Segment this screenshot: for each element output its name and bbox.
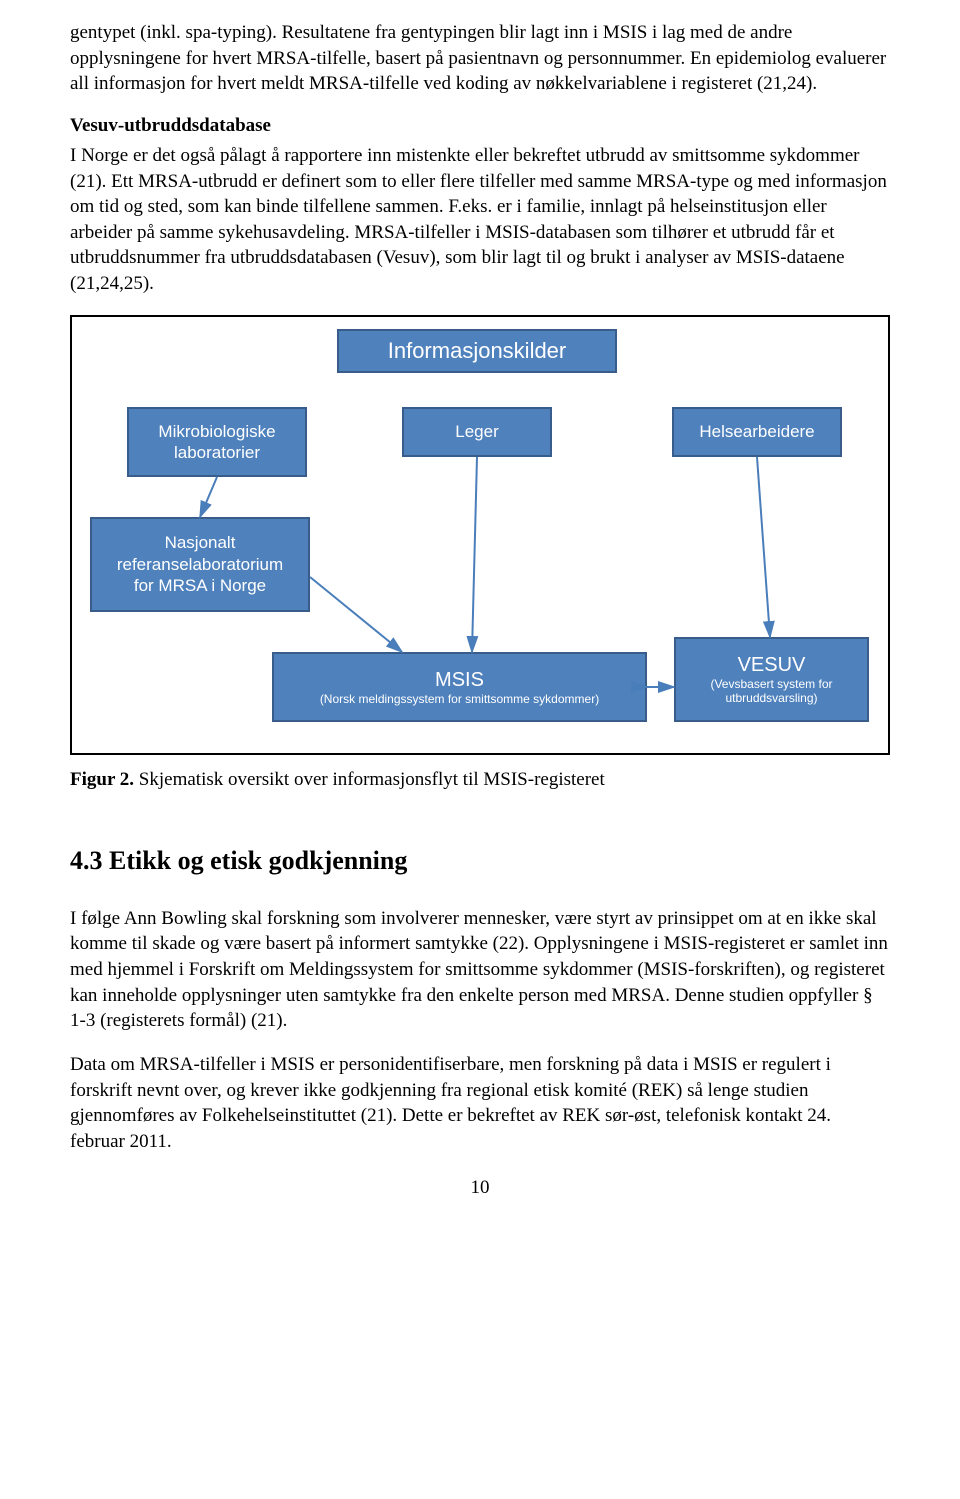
arrow-nasjonalt-to-msis [310, 577, 402, 652]
node-vesuv-title: VESUV [738, 653, 806, 677]
paragraph-2: I Norge er det også pålagt å rapportere … [70, 143, 890, 297]
arrow-leger-to-msis [472, 457, 477, 652]
figure-caption-text: Skjematisk oversikt over informasjonsfly… [134, 769, 605, 790]
node-msis-sub: (Norsk meldingssystem for smittsomme syk… [320, 692, 599, 706]
figure-caption-label: Figur 2. [70, 769, 134, 790]
arrow-helse-to-vesuv [757, 457, 770, 637]
figure-2: Informasjonskilder Mikrobiologiske labor… [70, 315, 890, 791]
node-leger-text: Leger [455, 421, 498, 442]
node-helsearbeidere-text: Helsearbeidere [699, 421, 814, 442]
diagram-title-text: Informasjonskilder [388, 338, 567, 364]
paragraph-4: Data om MRSA-tilfeller i MSIS er personi… [70, 1052, 890, 1155]
node-nasjonalt-line3: for MRSA i Norge [134, 575, 266, 596]
diagram-frame: Informasjonskilder Mikrobiologiske labor… [70, 315, 890, 755]
paragraph-1: gentypet (inkl. spa-typing). Resultatene… [70, 20, 890, 97]
node-mikrobiologiske: Mikrobiologiske laboratorier [127, 407, 307, 477]
node-helsearbeidere: Helsearbeidere [672, 407, 842, 457]
node-leger: Leger [402, 407, 552, 457]
node-mikrobiologiske-text: Mikrobiologiske laboratorier [135, 421, 299, 464]
page-number: 10 [70, 1177, 890, 1199]
sub-heading-vesuv: Vesuv-utbruddsdatabase [70, 115, 890, 137]
diagram-title-box: Informasjonskilder [337, 329, 617, 373]
node-vesuv-sub2: utbruddsvarsling) [725, 691, 817, 705]
node-vesuv-sub1: (Vevsbasert system for [710, 677, 832, 691]
node-nasjonalt-line2: referanselaboratorium [117, 554, 283, 575]
figure-caption: Figur 2. Skjematisk oversikt over inform… [70, 769, 890, 791]
document-page: gentypet (inkl. spa-typing). Resultatene… [0, 0, 960, 1229]
section-heading-4-3: 4.3 Etikk og etisk godkjenning [70, 846, 890, 876]
node-nasjonalt-line1: Nasjonalt [165, 532, 236, 553]
arrow-mikro-to-nasjonalt [200, 477, 217, 517]
node-msis: MSIS (Norsk meldingssystem for smittsomm… [272, 652, 647, 722]
node-msis-title: MSIS [435, 668, 484, 692]
paragraph-3: I følge Ann Bowling skal forskning som i… [70, 906, 890, 1034]
node-vesuv: VESUV (Vevsbasert system for utbruddsvar… [674, 637, 869, 722]
node-nasjonalt-ref-lab: Nasjonalt referanselaboratorium for MRSA… [90, 517, 310, 612]
